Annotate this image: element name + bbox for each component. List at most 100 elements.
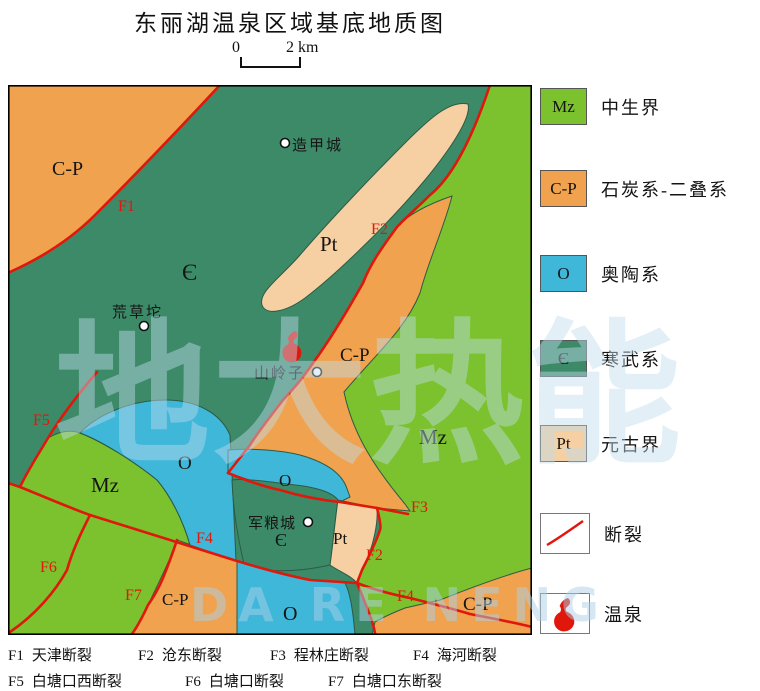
unit-label-cambrian-small: Є — [275, 530, 287, 550]
legend-code-pt: Pt — [556, 433, 571, 453]
caption-f6-code: F6 — [185, 674, 201, 690]
unit-label-cambrian: Є — [182, 260, 197, 285]
fault-lines — [6, 83, 534, 636]
fault-label-f1: F1 — [118, 198, 135, 215]
legend-name-spring: 温泉 — [604, 604, 644, 625]
fault-f7-line — [130, 538, 179, 636]
unit-label-mz-right: Mz — [419, 425, 447, 449]
fault-label-f3: F3 — [411, 499, 428, 516]
legend-name-mz: 中生界 — [601, 97, 661, 118]
fault-label-f2-lower: F2 — [366, 547, 383, 564]
caption-f3-name: 程林庄断裂 — [293, 648, 369, 664]
unit-label-cp-bottomright: C-P — [463, 594, 493, 615]
fault-f3-line — [226, 471, 410, 516]
legend-item-fault: 断裂 — [540, 513, 644, 554]
caption-f3-code: F3 — [270, 648, 286, 664]
caption-f5-name: 白塘口西断裂 — [31, 674, 122, 690]
scale-bar — [240, 57, 301, 68]
spring-sample-glyph — [554, 598, 575, 632]
caption-f1-code: F1 — [8, 648, 24, 664]
fault-f1-line — [8, 83, 222, 274]
legend-swatch-cp: C-P — [540, 170, 587, 207]
scale-zero-label: 0 — [232, 39, 240, 56]
place-label-huangcaotuo: 荒草坨 — [112, 304, 163, 321]
legend-item-spring: 温泉 — [540, 593, 644, 634]
fault-sample-line — [546, 520, 584, 547]
fault-sample-icon — [546, 520, 584, 547]
caption-f7-name: 白塘口东断裂 — [351, 674, 442, 690]
place-label-zaojiacheng: 造甲城 — [292, 137, 343, 154]
geologic-map-svg: C-P Є Pt C-P Mz Mz O O Є Pt O C-P C-P F1… — [6, 83, 534, 636]
legend-code-cp: C-P — [550, 178, 577, 198]
caption-f6-name: 白塘口断裂 — [208, 674, 284, 690]
fault-label-f4-west: F4 — [196, 530, 213, 547]
unit-label-o-dome: O — [178, 453, 192, 474]
hot-spring-icon — [282, 330, 302, 363]
place-marker-huangcaotuo — [138, 320, 150, 332]
legend-code-cambrian: Є — [557, 348, 570, 368]
legend-name-cp: 石炭系-二叠系 — [601, 179, 729, 200]
legend-item-pt: Pt 元古界 — [540, 425, 661, 462]
fault-f2-lower-line — [355, 506, 382, 635]
fault-label-f4-east: F4 — [397, 588, 414, 605]
legend-name-cambrian: 寒武系 — [601, 349, 661, 370]
caption-f5: F5 白塘口西断裂 — [8, 670, 122, 691]
spring-sample-icon — [554, 598, 575, 632]
legend-swatch-pt: Pt — [540, 425, 587, 462]
place-markers — [138, 137, 323, 528]
legend-item-cp: C-P 石炭系-二叠系 — [540, 170, 729, 207]
legend: Mz 中生界 C-P 石炭系-二叠系 O 奥陶系 Є 寒武系 Pt 元古界 断裂 — [540, 0, 760, 691]
legend-code-mz: Mz — [552, 96, 575, 116]
place-marker-shanlingzi — [311, 366, 323, 378]
legend-swatch-o: O — [540, 255, 587, 292]
region-cp-topleft — [8, 85, 221, 272]
place-marker-zaojiacheng — [279, 137, 291, 149]
caption-f2: F2 沧东断裂 — [138, 644, 222, 665]
caption-f4: F4 海河断裂 — [413, 644, 497, 665]
caption-f4-name: 海河断裂 — [436, 648, 497, 664]
unit-label-cp-topleft: C-P — [52, 158, 83, 180]
region-pt-blob — [261, 102, 469, 312]
place-marker-junliangcheng — [302, 516, 314, 528]
caption-f1: F1 天津断裂 — [8, 644, 92, 665]
place-label-junliangcheng: 军粮城 — [248, 515, 296, 532]
legend-item-mz: Mz 中生界 — [540, 88, 661, 125]
caption-f2-code: F2 — [138, 648, 154, 664]
region-o-band — [227, 448, 351, 503]
legend-code-o: O — [557, 263, 570, 283]
unit-label-mz-left: Mz — [91, 473, 119, 497]
caption-f2-name: 沧东断裂 — [161, 648, 222, 664]
place-label-shanlingzi: 山岭子 — [254, 365, 305, 382]
legend-fault-sample — [540, 513, 590, 554]
fault-label-f6: F6 — [40, 559, 57, 576]
caption-f7: F7 白塘口东断裂 — [328, 670, 442, 691]
fault-labels: F1 F2 F3 F4 F2 F4 F5 F6 F7 — [33, 198, 428, 605]
caption-f3: F3 程林庄断裂 — [270, 644, 369, 665]
legend-name-o: 奥陶系 — [601, 264, 661, 285]
caption-f4-code: F4 — [413, 648, 429, 664]
legend-item-o: O 奥陶系 — [540, 255, 661, 292]
caption-f7-code: F7 — [328, 674, 344, 690]
unit-label-pt-small: Pt — [333, 529, 347, 548]
map-frame — [8, 85, 533, 636]
legend-name-pt: 元古界 — [601, 434, 661, 455]
legend-name-fault: 断裂 — [604, 524, 644, 545]
legend-swatch-cambrian: Є — [540, 340, 587, 377]
fault-label-f5: F5 — [33, 412, 50, 429]
map-title: 东丽湖温泉区域基底地质图 — [134, 11, 446, 36]
unit-label-o-band: O — [279, 471, 291, 490]
fault-label-f7: F7 — [125, 587, 142, 604]
fault-f6-line — [8, 513, 92, 634]
caption-f6: F6 白塘口断裂 — [185, 670, 284, 691]
caption-f1-name: 天津断裂 — [31, 648, 92, 664]
scale-end-label: 2 km — [286, 39, 319, 56]
legend-swatch-mz: Mz — [540, 88, 587, 125]
legend-item-cambrian: Є 寒武系 — [540, 340, 661, 377]
geologic-map: C-P Є Pt C-P Mz Mz O O Є Pt O C-P C-P F1… — [6, 83, 534, 636]
fault-label-f2-upper: F2 — [371, 221, 388, 238]
unit-label-pt-big: Pt — [320, 232, 338, 256]
legend-spring-sample — [540, 593, 590, 634]
unit-label-cp-bottomleft: C-P — [162, 590, 188, 609]
unit-label-o-bottom: O — [283, 603, 297, 625]
